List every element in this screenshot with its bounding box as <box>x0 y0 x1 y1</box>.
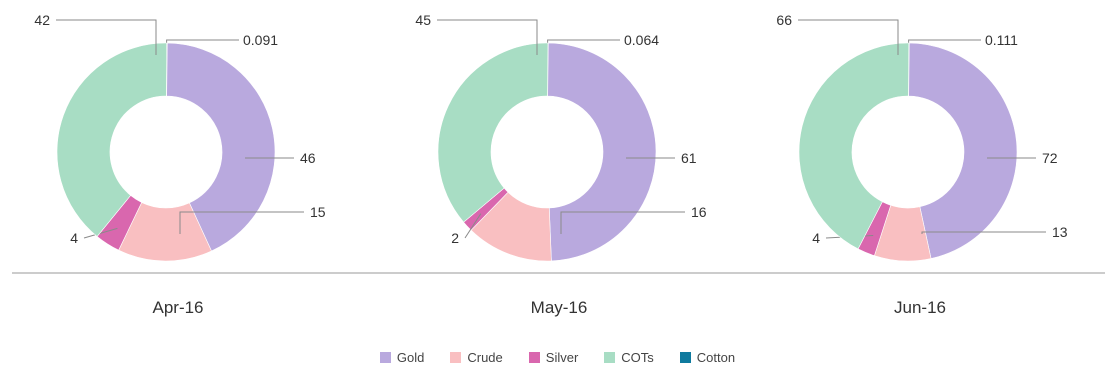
donut-chart-jun-16: 0.111 72 13 4 66 Jun-16 <box>776 12 1067 317</box>
data-label-gold: 46 <box>300 150 316 166</box>
category-label: Apr-16 <box>152 298 203 317</box>
legend-swatch <box>379 352 391 363</box>
data-label-cotton: 0.091 <box>243 32 278 48</box>
legend-swatch <box>679 352 691 363</box>
legend-label: Crude <box>467 350 503 365</box>
leader-line-silver <box>464 213 482 239</box>
data-label-crude: 15 <box>310 204 326 220</box>
legend-item-cotton: Cotton <box>679 350 736 365</box>
donut-chart-may-16: 0.064 61 16 2 45 May-16 <box>415 12 706 317</box>
data-label-silver: 4 <box>70 230 78 246</box>
legend-label: Cotton <box>696 350 736 365</box>
slice-gold <box>547 42 657 262</box>
leader-line-silver <box>83 227 118 239</box>
legend-swatch <box>528 352 540 363</box>
leader-line-crude <box>179 211 304 234</box>
slice-cots <box>798 42 910 250</box>
data-label-crude: 13 <box>1052 224 1068 240</box>
data-label-cotton: 0.064 <box>624 32 659 48</box>
data-label-silver: 4 <box>812 230 820 246</box>
leader-line-cots <box>437 19 538 55</box>
data-label-cots: 42 <box>34 12 50 28</box>
legend-label: Gold <box>396 350 425 365</box>
legend-item-crude: Crude <box>450 350 503 365</box>
leader-line-crude <box>560 211 685 234</box>
chart-legend: Gold Crude Silver COTs Cotton <box>0 350 1115 365</box>
slice-gold <box>166 42 276 252</box>
data-label-gold: 72 <box>1042 150 1058 166</box>
data-label-crude: 16 <box>691 204 707 220</box>
data-label-gold: 61 <box>681 150 697 166</box>
leader-line-cots <box>798 19 899 55</box>
leader-line-cots <box>56 19 157 55</box>
data-label-cots: 45 <box>415 12 431 28</box>
legend-item-cots: COTs <box>604 350 654 365</box>
donut-chart-apr-16: 0.091 46 15 4 42 Apr-16 <box>34 12 325 317</box>
data-label-cots: 66 <box>776 12 792 28</box>
legend-item-gold: Gold <box>379 350 425 365</box>
legend-label: Silver <box>545 350 579 365</box>
legend-swatch <box>450 352 462 363</box>
data-label-cotton: 0.111 <box>985 32 1018 48</box>
slice-gold <box>908 42 1018 259</box>
category-label: May-16 <box>531 298 588 317</box>
slice-cots <box>56 42 168 237</box>
legend-swatch <box>604 352 616 363</box>
category-label: Jun-16 <box>894 298 946 317</box>
legend-label: COTs <box>621 350 654 365</box>
legend-item-silver: Silver <box>528 350 579 365</box>
data-label-silver: 2 <box>451 230 459 246</box>
leader-line-crude <box>921 231 1046 234</box>
slice-cots <box>437 42 549 223</box>
